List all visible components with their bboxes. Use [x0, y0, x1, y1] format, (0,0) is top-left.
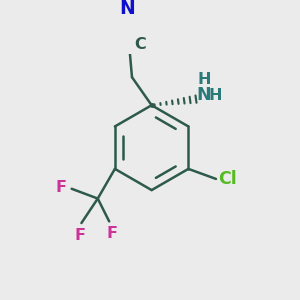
Text: F: F [74, 228, 85, 243]
Text: H: H [197, 72, 211, 87]
Text: F: F [107, 226, 118, 241]
Text: H: H [208, 88, 222, 103]
Text: Cl: Cl [218, 170, 237, 188]
Text: F: F [56, 180, 67, 195]
Text: N: N [119, 0, 135, 18]
Text: C: C [135, 37, 146, 52]
Text: N: N [196, 86, 211, 104]
